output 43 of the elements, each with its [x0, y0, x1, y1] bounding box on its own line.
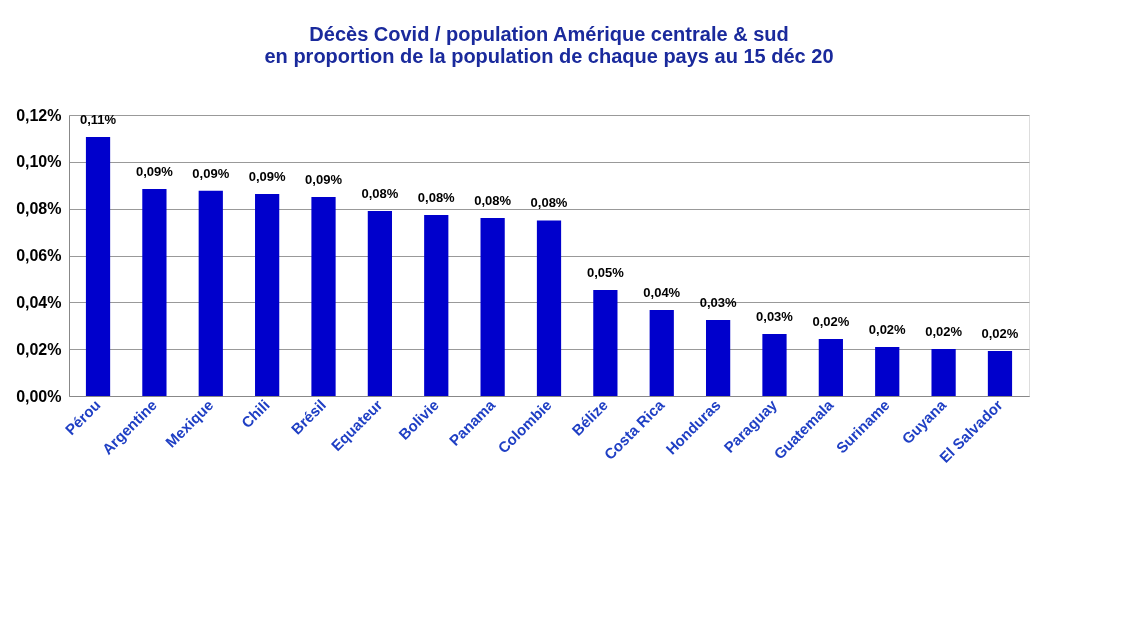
text: en proportion de la population de chaque pays au 15 déc 20	[264, 45, 834, 67]
data-label: 0,09%	[135, 164, 174, 179]
data-label: 0,08%	[530, 195, 568, 211]
bar	[255, 193, 280, 396]
data-label: 0,02%	[868, 322, 907, 338]
data-label: 0,02%	[812, 314, 850, 330]
bar	[311, 196, 336, 396]
data-label: 0,08%	[361, 186, 399, 202]
bar	[593, 289, 618, 396]
bar	[987, 351, 1013, 396]
data-label: 0,11%	[79, 112, 117, 128]
data-label: 0,08%	[417, 189, 456, 205]
bar	[536, 220, 562, 396]
bar	[705, 319, 731, 396]
data-label: 0,02%	[981, 326, 1019, 342]
bar	[818, 339, 843, 396]
y-tick-label: 0,02%	[16, 340, 62, 358]
bar	[198, 190, 223, 396]
bar	[762, 333, 787, 396]
data-label: 0,09%	[305, 171, 343, 187]
data-label: 0,08%	[474, 193, 512, 209]
y-tick-label: 0,10%	[16, 153, 62, 171]
bar	[649, 310, 674, 396]
y-tick-label: 0,08%	[16, 200, 62, 218]
text: Décès Covid / population Amérique centrale & sud	[309, 23, 789, 45]
bar	[85, 137, 111, 396]
bar	[424, 214, 449, 396]
data-label: 0,09%	[192, 165, 230, 181]
bar	[480, 218, 505, 396]
data-label: 0,09%	[248, 168, 287, 184]
bar	[367, 211, 393, 396]
data-label: 0,04%	[643, 285, 681, 301]
y-tick-label: 0,00%	[16, 387, 62, 405]
y-tick-label: 0,06%	[16, 247, 62, 264]
bar	[931, 348, 956, 396]
data-label: 0,02%	[925, 323, 963, 339]
bar	[875, 347, 900, 396]
data-label: 0,05%	[586, 264, 625, 280]
data-label: 0,03%	[699, 294, 737, 310]
y-tick-label: 0,04%	[16, 293, 62, 311]
data-label: 0,03%	[756, 308, 794, 324]
y-tick-label: 0,12%	[16, 106, 62, 124]
bar	[142, 189, 167, 396]
